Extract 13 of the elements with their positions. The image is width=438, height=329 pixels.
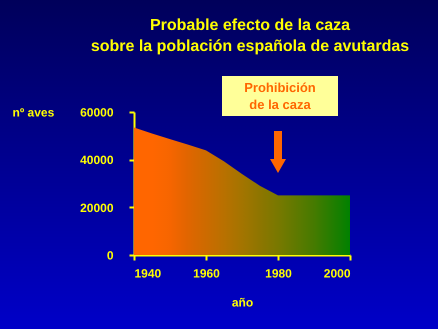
x-tick-label: 2000 [324, 266, 351, 280]
x-axis-title: año [232, 296, 254, 310]
text: sobre la población española de avutardas [90, 38, 410, 55]
y-tick-label: 0 [106, 248, 114, 262]
x-tick-label: 1940 [134, 266, 162, 280]
x-tick-label: 1960 [193, 266, 220, 280]
note-box: Prohibición de la caza [222, 76, 338, 116]
y-tick-label: 20000 [80, 200, 114, 215]
y-tick-label: 60000 [80, 106, 114, 120]
text: Probable efecto de la caza [150, 17, 350, 34]
x-tick-label: 1980 [265, 266, 292, 280]
y-axis-title: nº aves [12, 106, 55, 120]
y-tick-label: 40000 [80, 153, 114, 168]
